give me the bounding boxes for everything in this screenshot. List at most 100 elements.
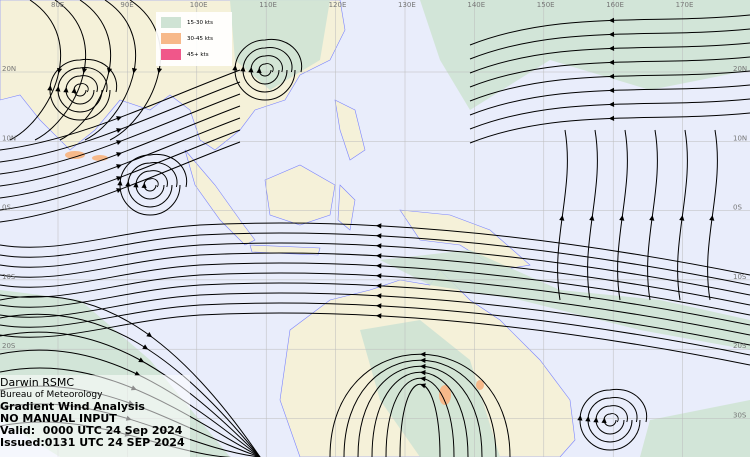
- streamline-arrow: [131, 67, 138, 74]
- streamline: [0, 292, 750, 346]
- latitude-label: 20N: [2, 65, 16, 73]
- land-sumatra: [184, 149, 256, 246]
- streamline-arrow: [142, 344, 149, 350]
- legend-label: 30-45 kts: [187, 36, 213, 42]
- streamline: [73, 83, 89, 97]
- legend-swatch: [161, 49, 181, 60]
- streamline-arrow: [116, 140, 123, 146]
- streamline-arrow: [420, 376, 426, 382]
- streamline: [109, 0, 161, 141]
- streamline: [0, 312, 750, 366]
- streamline: [119, 153, 188, 216]
- streamline: [595, 405, 628, 435]
- streamline: [34, 0, 86, 141]
- product-title: Gradient Wind Analysis: [0, 400, 145, 413]
- streamline-arrow: [420, 383, 426, 389]
- streamline: [250, 55, 283, 85]
- streamline-arrow: [419, 369, 426, 376]
- streamline: [0, 295, 261, 457]
- legend-swatch: [161, 17, 181, 28]
- streamline-arrow: [375, 243, 382, 249]
- streamline: [59, 0, 111, 141]
- longitude-label: 130E: [398, 1, 416, 9]
- streamline-arrow: [649, 214, 655, 221]
- streamline-arrow: [141, 182, 147, 189]
- streamline: [0, 252, 750, 306]
- streamline-arrow: [619, 214, 625, 221]
- streamline-arrow: [585, 415, 591, 422]
- streamline: [0, 222, 750, 276]
- streamline-arrow: [420, 363, 426, 370]
- streamline: [0, 331, 261, 457]
- land-sulawesi: [337, 184, 356, 231]
- streamline-arrow: [375, 263, 382, 269]
- land-java: [249, 244, 321, 256]
- latitude-label: 10S: [2, 273, 16, 281]
- streamline-arrow: [248, 66, 254, 73]
- centre-name: Darwin RSMC: [0, 376, 75, 389]
- streamline: [469, 28, 750, 60]
- longitude-label: 80E: [51, 1, 64, 9]
- legend-label: 15-30 kts: [187, 20, 213, 26]
- graticule-labels: 80E 90E 100E 110E 120E 130E 140E 150E 160E 170E 20…: [2, 1, 747, 420]
- streamline-arrow: [375, 253, 382, 259]
- longitude-label: 110E: [259, 1, 277, 9]
- streamline-arrow: [55, 85, 61, 92]
- band-30-45: [65, 151, 85, 159]
- streamline-arrow: [256, 67, 262, 74]
- streamline-arrow: [375, 283, 382, 289]
- streamline-arrow: [56, 67, 63, 74]
- streamline: [242, 47, 293, 93]
- streamline-arrow: [608, 45, 615, 51]
- info-block: Darwin RSMC Bureau of Meteorology Gradie…: [0, 375, 190, 457]
- legend-item-30-45: 30-45 kts: [161, 33, 213, 45]
- streamline-arrow: [608, 115, 615, 121]
- longitude-label: 170E: [676, 1, 694, 9]
- streamline-arrow: [134, 371, 141, 376]
- band-15-30: [380, 250, 750, 350]
- streamline-arrow: [116, 116, 123, 122]
- streamline-arrow: [601, 417, 607, 424]
- streamline: [0, 272, 750, 326]
- legend-label: 45+ kts: [187, 52, 209, 58]
- band-15-30: [420, 0, 750, 110]
- streamline: [57, 67, 108, 113]
- streamline: [469, 14, 750, 46]
- latitude-label: 20S: [2, 342, 16, 350]
- streamline-arrow: [116, 128, 123, 134]
- streamline-arrow: [116, 164, 123, 170]
- streamline: [9, 0, 61, 141]
- streamline: [469, 56, 750, 88]
- latitude-label: 10N: [2, 134, 16, 142]
- streamline: [469, 112, 750, 144]
- band-15-30: [230, 0, 330, 90]
- band-30-45: [92, 155, 108, 161]
- streamline-arrow: [375, 303, 382, 309]
- streamline-arrow: [375, 273, 382, 279]
- streamline: [234, 38, 303, 101]
- streamline-arrow: [117, 179, 123, 186]
- streamline-arrow: [419, 351, 426, 357]
- streamline: [0, 282, 750, 336]
- streamline: [385, 378, 455, 457]
- legend-item-45-plus: 45+ kts: [161, 49, 209, 61]
- latitude-label: 0S: [2, 204, 11, 212]
- streamline-arrow: [133, 181, 139, 188]
- valid-time: Valid: 0000 UTC 24 Sep 2024: [0, 424, 183, 437]
- band-30-45: [476, 380, 484, 390]
- streamline: [258, 63, 274, 77]
- longitude-label: 150E: [537, 1, 555, 9]
- input-note: NO MANUAL INPUT: [0, 412, 117, 425]
- streamline-arrow: [125, 180, 131, 187]
- streamline: [469, 98, 750, 130]
- longitude-label: 100E: [190, 1, 208, 9]
- legend-swatch: [161, 33, 181, 44]
- streamline-arrow: [589, 214, 595, 221]
- streamline: [0, 242, 750, 296]
- streamline-arrow: [608, 73, 615, 79]
- streamline: [49, 58, 118, 121]
- streamline-arrow: [146, 331, 153, 338]
- streamline-arrow: [47, 84, 53, 91]
- streamline-arrow: [608, 59, 615, 65]
- streamline-arrow: [419, 357, 426, 364]
